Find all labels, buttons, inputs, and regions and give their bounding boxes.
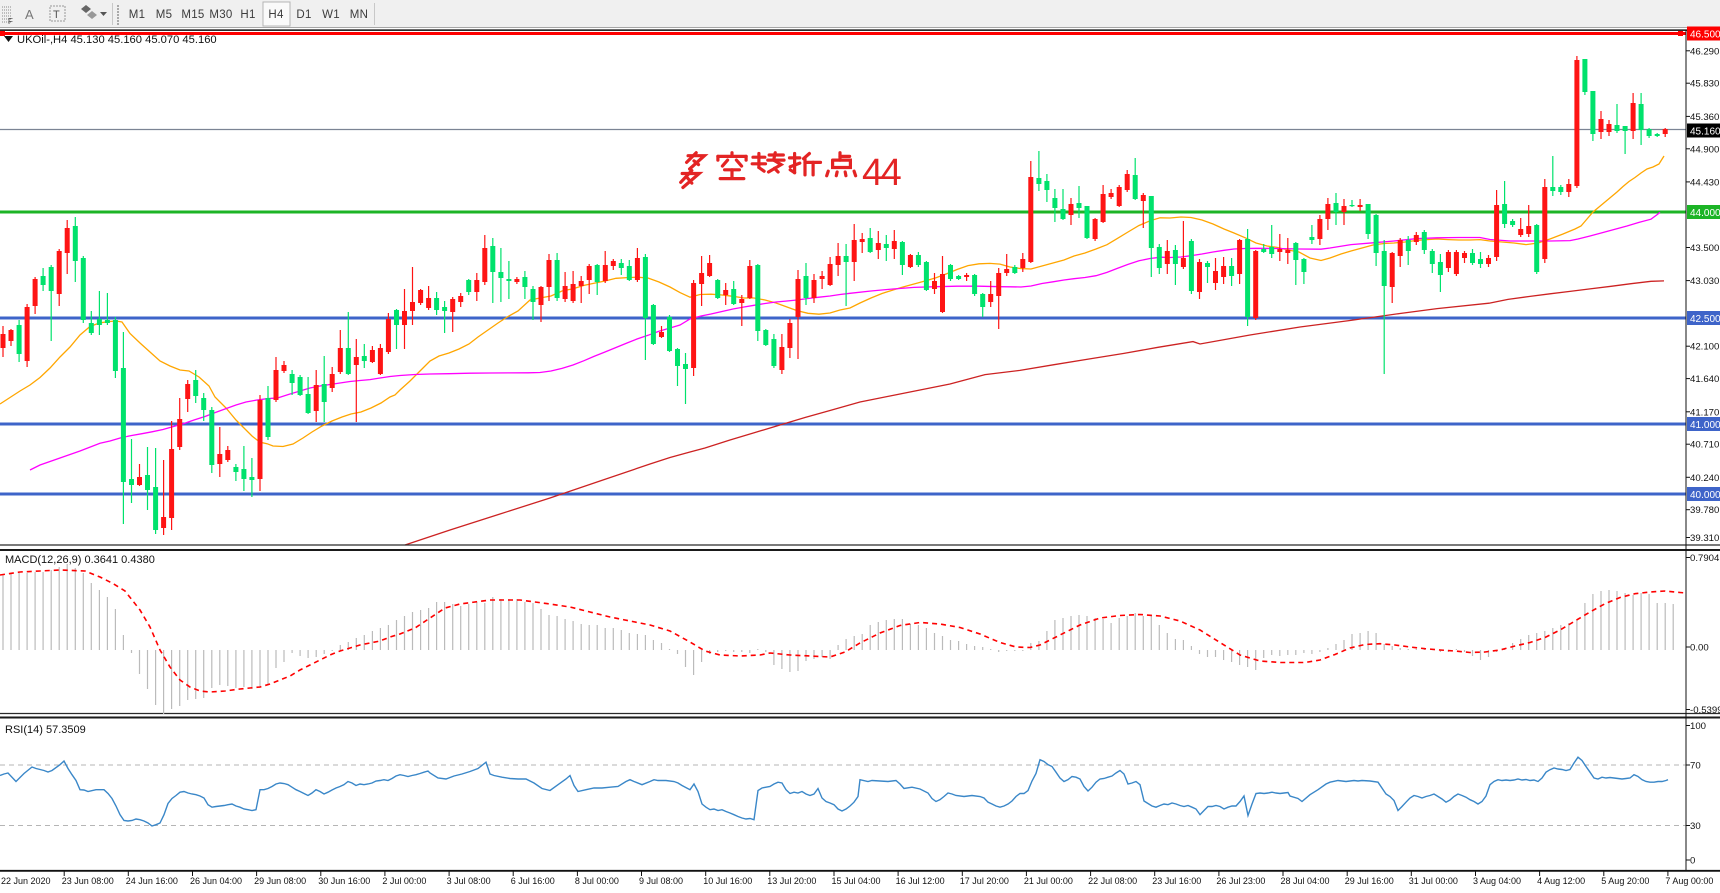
svg-text:22 Jul 08:00: 22 Jul 08:00 xyxy=(1088,876,1137,886)
svg-text:8 Jul 00:00: 8 Jul 00:00 xyxy=(575,876,619,886)
svg-text:28 Jul 04:00: 28 Jul 04:00 xyxy=(1281,876,1330,886)
svg-text:15 Jul 04:00: 15 Jul 04:00 xyxy=(832,876,881,886)
svg-text:W1: W1 xyxy=(322,9,340,21)
svg-text:-0.5399: -0.5399 xyxy=(1690,705,1720,716)
svg-text:0: 0 xyxy=(1690,856,1695,867)
svg-text:29 Jul 16:00: 29 Jul 16:00 xyxy=(1345,876,1394,886)
svg-text:44.000: 44.000 xyxy=(1690,208,1720,219)
svg-text:45.360: 45.360 xyxy=(1690,112,1719,123)
svg-text:39.780: 39.780 xyxy=(1690,505,1719,516)
svg-text:MACD(12,26,9) 0.3641 0.4380: MACD(12,26,9) 0.3641 0.4380 xyxy=(5,554,155,566)
svg-text:44.430: 44.430 xyxy=(1690,177,1719,188)
svg-text:M30: M30 xyxy=(209,9,232,21)
svg-text:16 Jul 12:00: 16 Jul 12:00 xyxy=(896,876,945,886)
svg-text:MN: MN xyxy=(350,9,369,21)
svg-text:H4: H4 xyxy=(268,9,284,21)
svg-text:23 Jul 16:00: 23 Jul 16:00 xyxy=(1152,876,1201,886)
svg-text:26 Jul 23:00: 26 Jul 23:00 xyxy=(1216,876,1265,886)
svg-text:T: T xyxy=(53,9,60,21)
svg-text:39.310: 39.310 xyxy=(1690,533,1719,544)
svg-text:44.900: 44.900 xyxy=(1690,144,1719,155)
svg-text:4 Aug 12:00: 4 Aug 12:00 xyxy=(1537,876,1585,886)
svg-text:44: 44 xyxy=(862,152,902,194)
svg-text:M5: M5 xyxy=(156,9,173,21)
svg-text:41.000: 41.000 xyxy=(1690,420,1720,431)
svg-text:26 Jun 04:00: 26 Jun 04:00 xyxy=(190,876,242,886)
svg-text:42.500: 42.500 xyxy=(1690,314,1720,325)
svg-text:41.640: 41.640 xyxy=(1690,374,1719,385)
svg-text:46.290: 46.290 xyxy=(1690,46,1719,57)
svg-text:UKOil-,H4 45.130 45.160 45.07: UKOil-,H4 45.130 45.160 45.070 45.160 xyxy=(17,34,217,46)
svg-text:43.030: 43.030 xyxy=(1690,276,1719,287)
svg-text:A: A xyxy=(25,7,34,22)
svg-text:10 Jul 16:00: 10 Jul 16:00 xyxy=(703,876,752,886)
svg-text:30: 30 xyxy=(1690,821,1701,832)
svg-text:M1: M1 xyxy=(129,9,146,21)
svg-text:70: 70 xyxy=(1690,761,1701,772)
svg-text:H1: H1 xyxy=(240,9,255,21)
svg-text:2 Jul 00:00: 2 Jul 00:00 xyxy=(382,876,426,886)
svg-text:42.100: 42.100 xyxy=(1690,342,1719,353)
svg-text:7 Aug 00:00: 7 Aug 00:00 xyxy=(1665,876,1713,886)
svg-text:3 Jul 08:00: 3 Jul 08:00 xyxy=(447,876,491,886)
svg-text:0.00: 0.00 xyxy=(1690,643,1709,654)
svg-text:23 Jun 08:00: 23 Jun 08:00 xyxy=(62,876,114,886)
svg-text:9 Jul 08:00: 9 Jul 08:00 xyxy=(639,876,683,886)
svg-text:6 Jul 16:00: 6 Jul 16:00 xyxy=(511,876,555,886)
svg-text:40.710: 40.710 xyxy=(1690,440,1719,451)
svg-text:40.000: 40.000 xyxy=(1690,490,1720,501)
svg-text:D1: D1 xyxy=(296,9,311,21)
svg-text:29 Jun 08:00: 29 Jun 08:00 xyxy=(254,876,306,886)
svg-text:46.500: 46.500 xyxy=(1690,29,1720,40)
svg-text:45.830: 45.830 xyxy=(1690,79,1719,90)
svg-text:43.500: 43.500 xyxy=(1690,243,1719,254)
svg-text:21 Jul 00:00: 21 Jul 00:00 xyxy=(1024,876,1073,886)
svg-text:0.7904: 0.7904 xyxy=(1690,553,1720,564)
svg-text:40.240: 40.240 xyxy=(1690,473,1719,484)
svg-text:41.170: 41.170 xyxy=(1690,407,1719,418)
svg-text:RSI(14) 57.3509: RSI(14) 57.3509 xyxy=(5,724,86,736)
svg-text:22 Jun 2020: 22 Jun 2020 xyxy=(1,876,51,886)
svg-text:30 Jun 16:00: 30 Jun 16:00 xyxy=(318,876,370,886)
svg-text:13 Jul 20:00: 13 Jul 20:00 xyxy=(767,876,816,886)
svg-text:31 Jul 00:00: 31 Jul 00:00 xyxy=(1409,876,1458,886)
svg-text:24 Jun 16:00: 24 Jun 16:00 xyxy=(126,876,178,886)
svg-text:M15: M15 xyxy=(181,9,204,21)
svg-text:17 Jul 20:00: 17 Jul 20:00 xyxy=(960,876,1009,886)
svg-text:100: 100 xyxy=(1690,721,1706,732)
svg-text:F: F xyxy=(8,17,13,26)
svg-text:5 Aug 20:00: 5 Aug 20:00 xyxy=(1601,876,1649,886)
svg-text:3 Aug 04:00: 3 Aug 04:00 xyxy=(1473,876,1521,886)
svg-text:45.160: 45.160 xyxy=(1690,126,1720,137)
